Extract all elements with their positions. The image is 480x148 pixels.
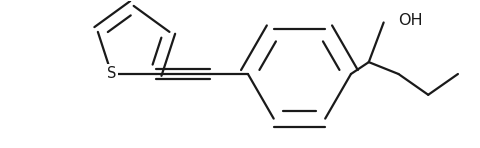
Text: S: S [107, 66, 116, 82]
Text: OH: OH [397, 13, 422, 28]
